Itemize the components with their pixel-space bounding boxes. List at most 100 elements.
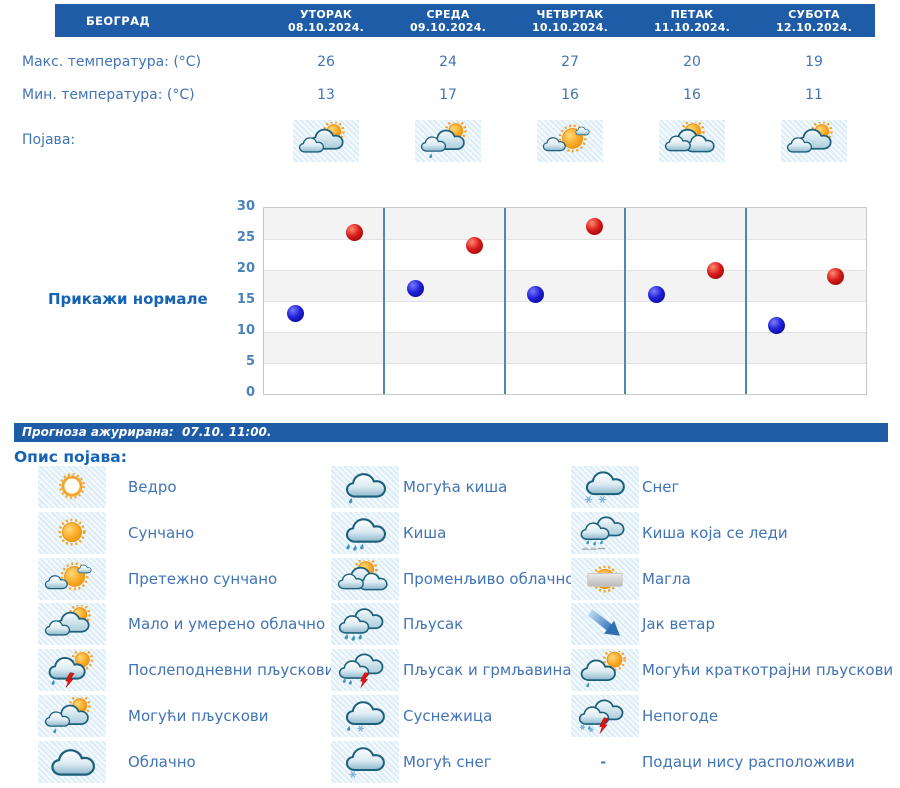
- show-normals-link[interactable]: Прикажи нормале: [48, 290, 208, 308]
- possible-showers-icon: [420, 122, 467, 159]
- forecast-updated-bar: Прогноза ажурирана: 07.10. 11:00.: [14, 423, 888, 442]
- legend-item-label: Претежно сунчано: [128, 569, 278, 588]
- legend-item-label: Ведро: [128, 478, 177, 496]
- possible-rain-icon: [345, 473, 386, 504]
- day-date: 10.10.2024.: [532, 20, 608, 34]
- max-temp-value: 19: [805, 54, 823, 70]
- legend-icon-cell: [331, 603, 399, 646]
- shower-icon: [338, 608, 384, 642]
- legend-item-label: Подаци нису расположиви: [642, 752, 855, 771]
- min-temp-value: 16: [683, 87, 701, 103]
- day-name: УТОРАК: [299, 7, 353, 21]
- variable-clouds-icon: [337, 559, 388, 590]
- storms-icon: [578, 699, 624, 734]
- freezing-rain-icon: [580, 516, 625, 550]
- temp-dot-max: [827, 267, 845, 285]
- legend-item-label: Суснежица: [403, 707, 493, 725]
- day-name: ПЕТАК: [670, 7, 714, 21]
- legend-icon-cell: [571, 557, 639, 600]
- y-axis-label: 20: [236, 261, 255, 276]
- day-separator: [383, 208, 386, 394]
- legend-item-label: Снег: [642, 478, 680, 496]
- legend-icon-cell: [331, 740, 399, 783]
- mostly-sunny-icon: [44, 562, 92, 590]
- legend-item-label: Магла: [642, 569, 691, 588]
- temp-dot-min: [647, 286, 665, 304]
- min-temp-value: 11: [805, 87, 823, 103]
- dash-icon: -: [600, 754, 606, 770]
- chart-band: [264, 239, 866, 270]
- temp-dot-min: [768, 317, 786, 335]
- legend-icon-cell: [38, 695, 106, 737]
- temp-dot-min: [527, 286, 545, 304]
- legend-icon-cell: [38, 511, 106, 554]
- day-date: 12.10.2024.: [776, 20, 852, 34]
- chart-band: [264, 270, 866, 301]
- legend-icon-cell: [571, 695, 639, 737]
- phenomenon-icon-cell: [293, 120, 359, 162]
- day-header-cell: ПЕТАК 11.10.2024.: [631, 4, 753, 37]
- day-separator: [503, 208, 506, 394]
- temperature-chart-plot: [263, 207, 867, 395]
- legend-item-label: Пљусак и грмљавина: [403, 661, 572, 680]
- max-temp-value: 24: [439, 54, 457, 70]
- min-temp-label: Мин. температура: (°C): [22, 87, 195, 103]
- day-separator: [624, 208, 627, 394]
- day-date: 08.10.2024.: [288, 20, 364, 34]
- legend-item-label: Киша: [403, 523, 447, 542]
- afternoon-showers-icon: [48, 651, 94, 688]
- legend-item-label: Мало и умерено облачно: [128, 615, 326, 634]
- legend-item-label: Сунчано: [128, 523, 195, 542]
- legend-item-label: Могућа киша: [403, 478, 508, 496]
- temp-dot-max: [586, 218, 604, 236]
- legend-icon-cell: [571, 603, 639, 646]
- partly-cloudy-icon: [298, 122, 345, 153]
- max-temp-value: 26: [317, 54, 335, 70]
- partly-cloudy-icon: [786, 122, 833, 153]
- legend-icon-cell: [38, 740, 106, 783]
- phenomena-label: Појава:: [22, 132, 76, 148]
- day-name: СРЕДА: [426, 7, 470, 21]
- min-temp-value: 13: [317, 87, 335, 103]
- city-header-cell: БЕОГРАД: [85, 13, 151, 28]
- legend-item-label: Јак ветар: [642, 615, 715, 634]
- y-axis-label: 25: [236, 230, 255, 245]
- strong-wind-icon: [587, 609, 620, 637]
- day-separator: [744, 208, 747, 394]
- svg-text:-: -: [600, 754, 606, 770]
- max-temp-label: Макс. температура: (°C): [22, 54, 202, 70]
- y-axis-label: 5: [245, 354, 255, 369]
- max-temp-value: 20: [683, 54, 701, 70]
- possible-showers-icon: [44, 697, 91, 734]
- legend-icon-cell: [571, 466, 639, 508]
- legend-title: Опис појава:: [14, 448, 127, 466]
- legend-item-label: Пљусак: [403, 615, 464, 634]
- legend-item-label: Послеподневни пљускови: [128, 661, 335, 680]
- y-axis-label: 15: [236, 292, 255, 307]
- day-header-cell: СУБОТА 12.10.2024.: [753, 4, 875, 37]
- chart-band: [264, 363, 866, 394]
- fog-icon: [587, 565, 623, 593]
- y-axis-label: 10: [236, 323, 255, 338]
- chart-band: [264, 208, 866, 239]
- legend-icon-cell: [331, 466, 399, 508]
- forecast-updated-text: Прогноза ажурирана: 07.10. 11:00.: [22, 425, 272, 439]
- temp-dot-max: [706, 261, 724, 279]
- legend-item-label: Киша која се леди: [642, 523, 788, 542]
- legend-icon-cell: [331, 649, 399, 692]
- legend-icon-cell: [38, 603, 106, 646]
- phenomenon-icon-cell: [659, 120, 725, 162]
- shower-thunder-icon: [338, 653, 384, 688]
- legend-icon-cell: [571, 649, 639, 692]
- sleet-icon: [345, 701, 385, 732]
- legend-item-label: Могући пљускови: [128, 707, 269, 725]
- day-headers: УТОРАК 08.10.2024. СРЕДА 09.10.2024. ЧЕТВРТА…: [265, 4, 875, 37]
- legend-icon-cell: [331, 695, 399, 737]
- legend-icon-cell: [331, 511, 399, 554]
- phenomenon-icon-cell: [415, 120, 481, 162]
- cloudy-icon: [51, 748, 96, 776]
- possible-snow-icon: [345, 747, 385, 778]
- snow-icon: [584, 471, 625, 503]
- variable-clouds-icon: [664, 122, 715, 153]
